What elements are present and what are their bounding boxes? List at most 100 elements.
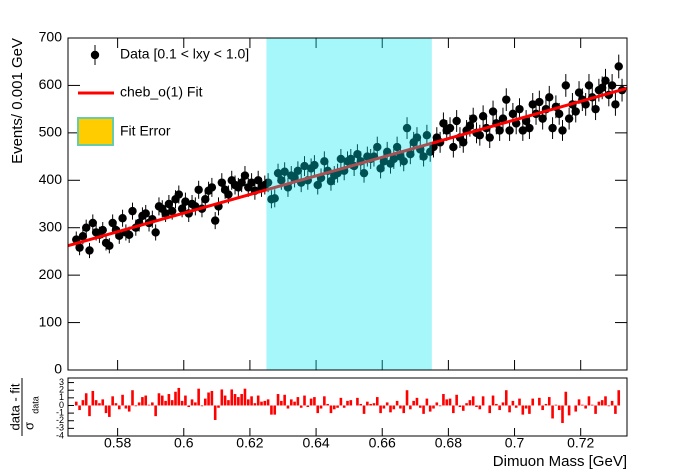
residual-bar (167, 394, 171, 406)
residual-bar (177, 387, 181, 406)
residual-bar (157, 393, 161, 406)
residual-bar (475, 405, 478, 407)
residual-bar (147, 404, 151, 406)
data-point (141, 209, 150, 218)
data-point (376, 164, 385, 173)
data-point (253, 176, 263, 185)
residual-bar (296, 397, 300, 406)
residual-bar (481, 396, 485, 406)
residual-bar (455, 394, 458, 406)
residual-bar (604, 396, 607, 406)
residual-bar (131, 390, 134, 406)
residual-bar (581, 404, 584, 406)
residual-bar (395, 400, 399, 406)
residual-bar (554, 404, 558, 406)
data-point (574, 88, 584, 97)
residual-bar (91, 390, 95, 406)
data-point (528, 100, 537, 109)
x-tick-label: 0.6 (174, 435, 194, 451)
residual-bar (362, 405, 366, 414)
data-point (597, 83, 607, 93)
data-point (277, 176, 286, 185)
residual-bar (498, 405, 501, 411)
y-tick-label: -2 (56, 415, 64, 425)
data-point (105, 241, 114, 250)
residual-bar (164, 400, 167, 406)
residual-bar (111, 396, 114, 406)
x-tick-label: 0.7 (505, 435, 525, 451)
residual-bar (141, 397, 144, 406)
data-point (406, 150, 415, 159)
residual-bar (491, 395, 495, 406)
residual-bar (98, 403, 101, 406)
residual-bar (339, 397, 343, 406)
data-point (611, 100, 620, 109)
residual-bar (250, 396, 253, 406)
residual-bar (379, 405, 382, 414)
residual-bar (452, 405, 455, 414)
data-point (389, 154, 399, 164)
residual-bar (319, 405, 323, 409)
y-tick-label: 300 (39, 218, 63, 234)
data-point (607, 81, 617, 90)
residual-bar (495, 403, 498, 406)
residual-bar (438, 405, 442, 407)
residual-bar (293, 401, 296, 406)
residual-bar (468, 400, 472, 406)
residual-bar (574, 405, 578, 412)
data-point (452, 116, 461, 126)
residual-bar (524, 405, 528, 409)
residual-bar (422, 405, 425, 414)
residual-bar (194, 402, 197, 406)
residual-bar (511, 400, 515, 406)
data-point (78, 232, 88, 241)
residual-bar (78, 405, 81, 411)
data-point (167, 206, 177, 216)
residual-bar (607, 405, 611, 407)
data-point (525, 123, 534, 133)
residual-bar (392, 405, 396, 410)
residual-denominator-sub: data (30, 396, 40, 414)
residual-bar (405, 390, 409, 406)
residual-bar (240, 394, 243, 406)
data-point (247, 178, 256, 187)
residual-bar (197, 388, 200, 406)
residual-bar (342, 405, 346, 408)
data-point (115, 231, 124, 240)
y-tick-label: 600 (39, 76, 63, 92)
residual-bar (137, 402, 141, 406)
residual-bar (160, 395, 164, 406)
data-point (300, 161, 309, 171)
residual-bar (289, 399, 293, 406)
residual-bar (508, 405, 511, 413)
residual-bar (313, 397, 316, 406)
data-point (201, 195, 210, 204)
data-point (174, 190, 184, 199)
data-point (310, 160, 319, 170)
data-point (359, 168, 369, 178)
y-tick-label: 500 (39, 124, 63, 140)
data-point (124, 230, 134, 240)
data-point (194, 185, 203, 194)
data-point (558, 126, 567, 135)
data-point (181, 197, 190, 206)
data-point (449, 142, 458, 152)
data-point (177, 204, 187, 213)
residual-bar (94, 400, 98, 406)
residual-bar (227, 400, 230, 406)
data-point (584, 81, 594, 90)
data-point (207, 183, 217, 192)
residual-bar (412, 400, 415, 406)
data-point (217, 178, 227, 187)
data-point (498, 114, 508, 123)
data-point (515, 104, 524, 114)
data-point (336, 154, 346, 164)
data-point (561, 81, 571, 90)
data-point (353, 150, 362, 159)
residual-bar (399, 405, 402, 409)
residual-bar (346, 400, 349, 406)
residual-bar (306, 405, 310, 407)
data-point (108, 218, 117, 228)
data-point (240, 171, 250, 180)
y-tick-label: 200 (39, 266, 63, 282)
